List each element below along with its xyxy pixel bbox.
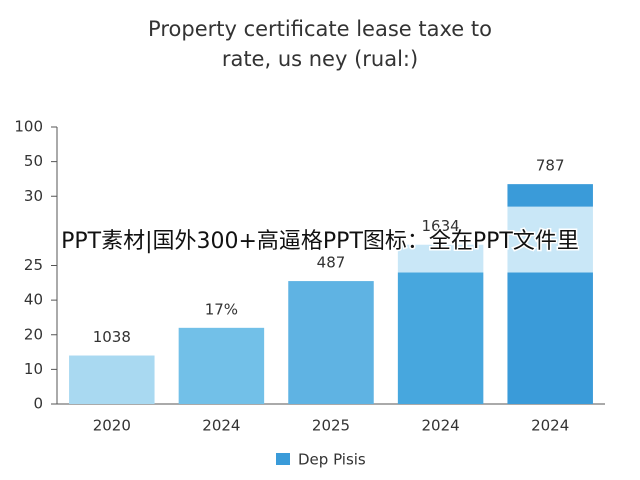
- watermark: PPT素材|国外300+高逼格PPT图标：全在PPT文件里: [61, 229, 579, 254]
- chart-title: rate, us ney (rual:): [222, 47, 418, 71]
- y-tick-label: 10: [24, 360, 43, 378]
- y-tick-label: 40: [24, 291, 43, 309]
- bar: [288, 281, 374, 404]
- x-tick-label: 2024: [202, 417, 240, 435]
- legend-label: Dep Pisis: [298, 451, 366, 469]
- data-label: 787: [536, 157, 565, 175]
- bar: [178, 327, 265, 404]
- y-tick-label: 25: [24, 256, 43, 274]
- x-tick-label: 2020: [93, 417, 131, 435]
- data-label: 17%: [205, 300, 238, 318]
- x-tick-label: 2025: [312, 417, 350, 435]
- bar: [507, 272, 593, 404]
- y-tick-label: 30: [24, 187, 43, 205]
- bar: [397, 244, 484, 273]
- bar: [397, 272, 484, 404]
- y-tick-label: 20: [24, 325, 43, 343]
- y-tick-label: 50: [24, 152, 43, 170]
- data-label: 487: [317, 254, 346, 272]
- chart-title: Property certificate lease taxe to: [148, 17, 492, 41]
- data-label: 1038: [93, 328, 131, 346]
- bar: [507, 184, 593, 207]
- x-tick-label: 2024: [531, 417, 569, 435]
- x-tick-label: 2024: [422, 417, 460, 435]
- data-label: 1634: [422, 217, 460, 235]
- y-tick-label: 0: [33, 395, 43, 413]
- bar: [507, 206, 593, 273]
- legend-swatch: [276, 453, 290, 465]
- bar: [69, 355, 155, 404]
- y-tick-label: 100: [14, 118, 43, 136]
